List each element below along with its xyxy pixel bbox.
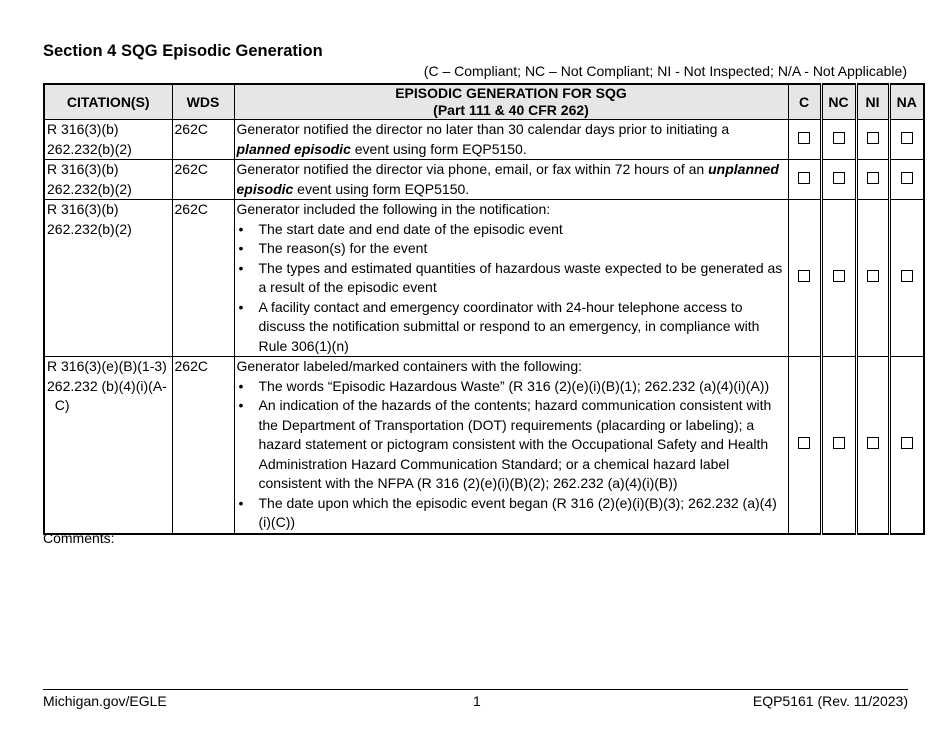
header-desc-line2: (Part 111 & 40 CFR 262) <box>433 102 589 118</box>
bullet-list: The words “Episodic Hazardous Waste” (R … <box>237 377 786 533</box>
checkbox-cell-na <box>887 119 925 160</box>
footer: Michigan.gov/EGLE 1 EQP5161 (Rev. 11/202… <box>43 689 908 709</box>
table-row: R 316(3)(e)(B)(1-3) 262.232 (b)(4)(i)(A-… <box>43 356 925 534</box>
header-description: EPISODIC GENERATION FOR SQG (Part 111 & 4… <box>233 83 789 120</box>
checkbox-na[interactable] <box>900 270 913 283</box>
checkbox-cell-na <box>887 199 925 357</box>
checkbox-ni[interactable] <box>866 437 879 449</box>
checkbox-c[interactable] <box>798 270 810 283</box>
episodic-generation-table: CITATION(S) WDS EPISODIC GENERATION FOR … <box>43 83 925 535</box>
checkbox-cell-ni <box>854 159 890 200</box>
header-ni: NI <box>854 83 890 120</box>
header-desc-line1: EPISODIC GENERATION FOR SQG <box>395 85 627 101</box>
table-row: R 316(3)(b) 262.232(b)(2) 262C Generator… <box>43 119 925 160</box>
bullet-item: The date upon which the episodic event b… <box>237 494 786 533</box>
row-emphasis: planned episodic <box>236 140 351 157</box>
compliance-legend: (C – Compliant; NC – Not Compliant; NI -… <box>423 63 907 79</box>
row-text-end: event using form EQP5150. <box>293 180 470 197</box>
bullet-list: The start date and end date of the episo… <box>237 220 786 357</box>
bullet-item: The reason(s) for the event <box>237 239 786 259</box>
checkbox-cell-na <box>887 356 925 534</box>
bullet-item: The start date and end date of the episo… <box>237 220 786 240</box>
checkbox-na[interactable] <box>900 171 913 184</box>
checkbox-cell-c <box>787 199 822 357</box>
wds-cell: 262C <box>171 356 235 534</box>
wds-cell: 262C <box>171 119 235 160</box>
checkbox-ni[interactable] <box>866 270 879 283</box>
row-text: Generator notified the director no later… <box>236 121 730 137</box>
checkbox-cell-nc <box>819 356 857 534</box>
checkbox-cell-c <box>787 159 822 200</box>
page-number: 1 <box>473 693 481 709</box>
checkbox-ni[interactable] <box>866 171 879 184</box>
row-intro: Generator included the following in the … <box>236 201 551 217</box>
header-c: C <box>787 83 822 120</box>
bullet-item: A facility contact and emergency coordin… <box>237 298 786 357</box>
header-citation: CITATION(S) <box>43 83 173 120</box>
citation-cell: R 316(3)(b) 262.232(b)(2) <box>43 119 173 160</box>
checkbox-cell-c <box>787 356 822 534</box>
checkbox-nc[interactable] <box>832 270 845 283</box>
table-row: R 316(3)(b) 262.232(b)(2) 262C Generator… <box>43 159 925 200</box>
checkbox-na[interactable] <box>900 437 913 449</box>
bullet-item: The types and estimated quantities of ha… <box>237 259 786 298</box>
footer-website: Michigan.gov/EGLE <box>43 693 167 709</box>
header-na: NA <box>887 83 925 120</box>
checkbox-nc[interactable] <box>832 171 845 184</box>
checkbox-nc[interactable] <box>832 131 845 144</box>
description-cell: Generator labeled/marked containers with… <box>233 356 789 534</box>
checkbox-cell-nc <box>819 199 857 357</box>
citation-cell: R 316(3)(e)(B)(1-3) 262.232 (b)(4)(i)(A-… <box>43 356 173 534</box>
checkbox-cell-ni <box>854 119 890 160</box>
checkbox-c[interactable] <box>798 437 810 449</box>
checkbox-c[interactable] <box>798 131 810 144</box>
bullet-item: An indication of the hazards of the cont… <box>237 396 786 494</box>
checkbox-cell-na <box>887 159 925 200</box>
checkbox-nc[interactable] <box>832 437 845 449</box>
checkbox-ni[interactable] <box>866 131 879 144</box>
wds-cell: 262C <box>171 159 235 200</box>
header-wds: WDS <box>171 83 235 120</box>
row-text: Generator notified the director via phon… <box>236 161 709 177</box>
citation-cell: R 316(3)(b) 262.232(b)(2) <box>43 159 173 200</box>
citation-cell: R 316(3)(b) 262.232(b)(2) <box>43 199 173 357</box>
checkbox-na[interactable] <box>900 131 913 144</box>
checkbox-cell-c <box>787 119 822 160</box>
row-intro: Generator labeled/marked containers with… <box>236 358 583 374</box>
bullet-item: The words “Episodic Hazardous Waste” (R … <box>237 377 786 397</box>
checkbox-c[interactable] <box>798 171 810 184</box>
description-cell: Generator notified the director via phon… <box>233 159 789 200</box>
table-header-row: CITATION(S) WDS EPISODIC GENERATION FOR … <box>43 83 925 120</box>
comments-label: Comments: <box>43 530 115 546</box>
section-title: Section 4 SQG Episodic Generation <box>43 42 323 60</box>
row-emphasis: unplanned episodic <box>236 161 779 197</box>
description-cell: Generator notified the director no later… <box>233 119 789 160</box>
wds-cell: 262C <box>171 199 235 357</box>
table-row: R 316(3)(b) 262.232(b)(2) 262C Generator… <box>43 199 925 357</box>
checkbox-cell-ni <box>854 199 890 357</box>
header-nc: NC <box>819 83 857 120</box>
checkbox-cell-nc <box>819 119 857 160</box>
form-number: EQP5161 (Rev. 11/2023) <box>752 693 908 709</box>
row-text-end: event using form EQP5150. <box>350 140 527 157</box>
checkbox-cell-ni <box>854 356 890 534</box>
description-cell: Generator included the following in the … <box>233 199 789 357</box>
checkbox-cell-nc <box>819 159 857 200</box>
